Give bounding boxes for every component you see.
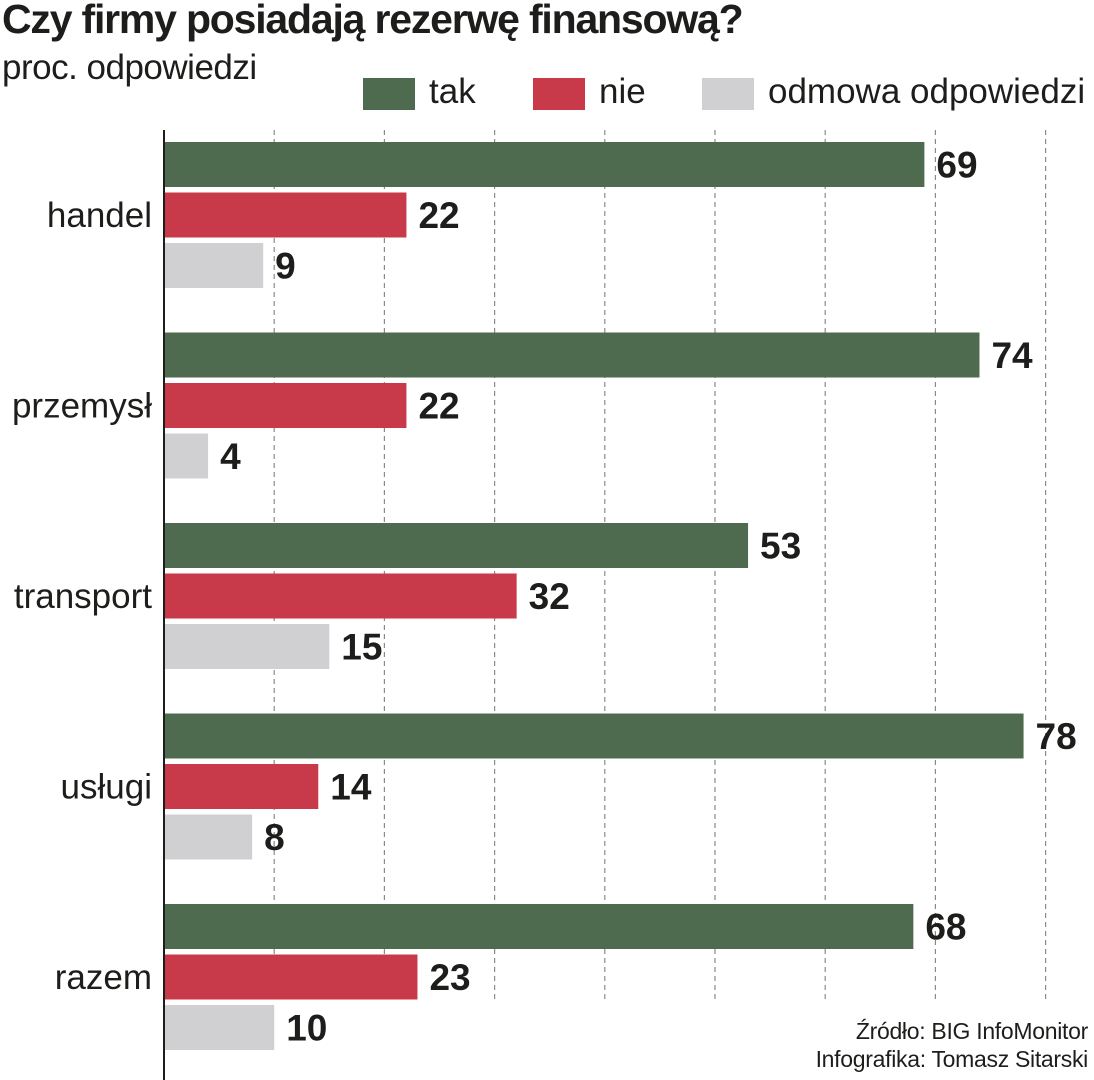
category-label: handel (47, 196, 152, 235)
category-label: usługi (61, 768, 152, 807)
data-label: 74 (991, 335, 1033, 376)
bar-nie (164, 573, 517, 619)
data-label: 23 (429, 957, 470, 998)
bar-tak (164, 142, 925, 187)
bar-odmowa (164, 1005, 275, 1050)
bar-odmowa (164, 433, 209, 479)
data-label: 4 (220, 436, 241, 477)
bar-odmowa (164, 814, 253, 860)
bar-tak (164, 332, 980, 378)
bar-tak (164, 523, 749, 568)
category-label: transport (14, 577, 152, 616)
bar-odmowa (164, 624, 330, 669)
bar-nie (164, 954, 418, 1000)
bar-nie (164, 764, 319, 809)
bar-odmowa (164, 243, 264, 288)
legend-label-nie: nie (599, 72, 646, 111)
chart-title: Czy firmy posiadają rezerwę finansową? (2, 0, 744, 42)
legend-label-odmowa: odmowa odpowiedzi (768, 72, 1086, 111)
data-label: 69 (936, 145, 977, 186)
data-label: 9 (275, 246, 296, 287)
legend-swatch-nie (533, 78, 585, 110)
category-label: razem (55, 958, 152, 997)
legend-label-tak: tak (429, 72, 476, 111)
data-label: 14 (330, 767, 372, 808)
data-label: 15 (341, 627, 382, 668)
data-label: 22 (418, 386, 459, 427)
bar-nie (164, 383, 407, 428)
data-label: 53 (760, 526, 801, 567)
data-label: 22 (418, 195, 459, 236)
credit-note: Infografika: Tomasz Sitarski (815, 1046, 1089, 1072)
chart-subtitle: proc. odpowiedzi (2, 48, 257, 87)
data-label: 68 (925, 907, 966, 948)
bar-nie (164, 192, 407, 238)
bar-tak (164, 713, 1024, 759)
data-label: 10 (286, 1008, 327, 1049)
legend-swatch-odmowa (702, 78, 754, 110)
bar-tak (164, 904, 914, 949)
legend-swatch-tak (363, 78, 415, 110)
source-note: Źródło: BIG InfoMonitor (855, 1018, 1088, 1044)
data-label: 8 (264, 817, 285, 858)
data-label: 32 (529, 576, 570, 617)
category-label: przemysł (12, 387, 152, 426)
data-label: 78 (1036, 716, 1077, 757)
